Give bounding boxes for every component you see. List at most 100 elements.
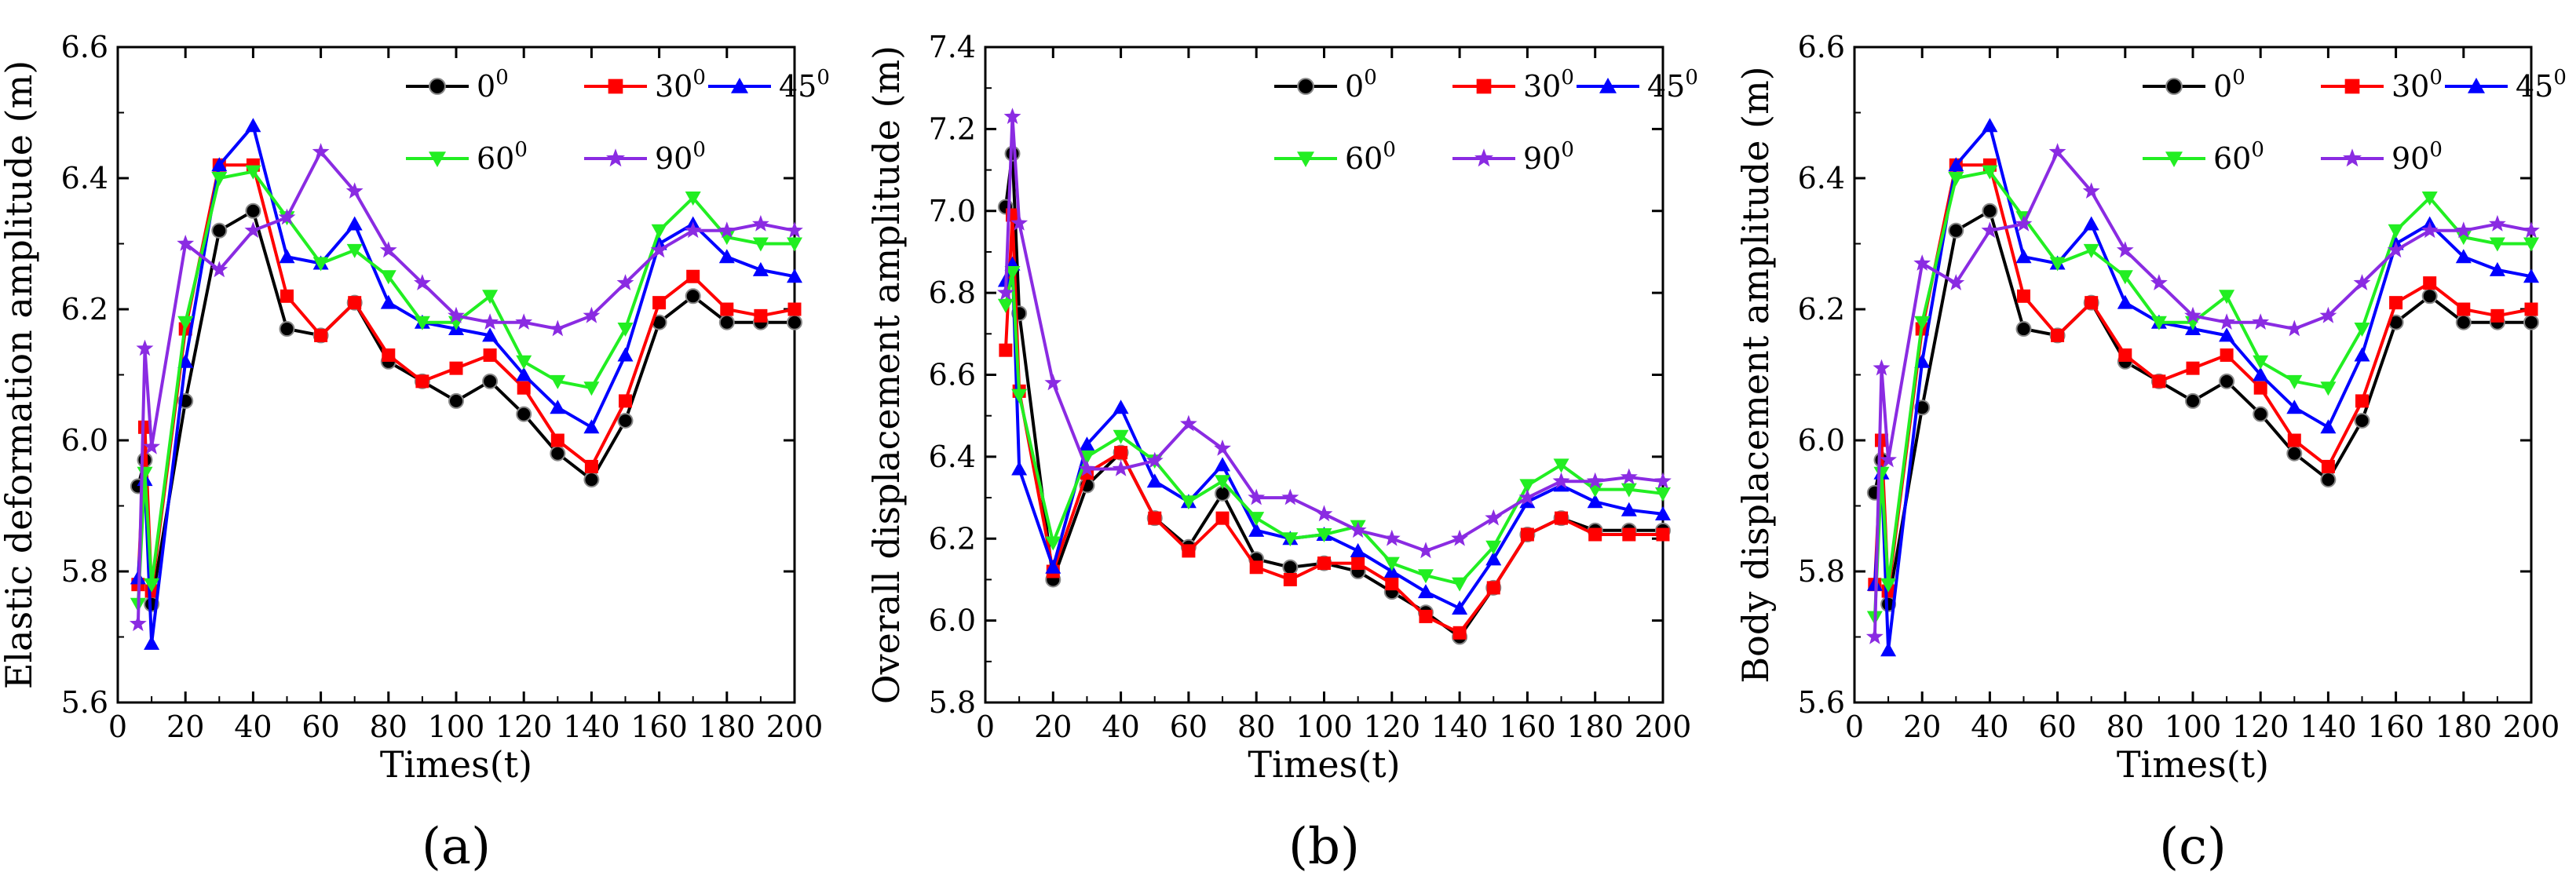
data-point	[686, 269, 700, 283]
x-tick-label: 200	[1635, 710, 1692, 744]
data-point	[2454, 221, 2472, 239]
data-point	[2489, 237, 2505, 252]
legend-swatch-marker	[2343, 148, 2362, 167]
legend-label: 450	[2516, 66, 2567, 104]
data-point	[2319, 306, 2337, 323]
data-point	[2218, 313, 2235, 330]
data-point	[1417, 542, 1434, 559]
legend-swatch-marker	[2344, 78, 2360, 94]
legend-item: 00	[1274, 66, 1377, 104]
series-45	[1866, 118, 2539, 657]
legend-label: 900	[655, 138, 706, 176]
data-point	[2049, 257, 2066, 272]
data-point	[1248, 522, 1265, 537]
legend-label: 900	[2391, 138, 2443, 176]
data-point	[380, 270, 396, 285]
series-line	[136, 124, 795, 645]
data-point	[2082, 182, 2100, 199]
y-tick-label: 6.2	[929, 521, 976, 556]
data-point	[997, 298, 1014, 313]
data-point	[1865, 628, 1884, 644]
data-point	[2355, 394, 2369, 408]
data-point	[999, 343, 1013, 357]
legend-swatch-marker	[2468, 78, 2485, 93]
legend-swatch-marker	[2165, 78, 2183, 95]
legend-swatch-marker	[1476, 78, 1492, 94]
y-tick-label: 7.0	[929, 194, 976, 228]
data-point	[2186, 361, 2200, 375]
legend: 00 300 450 600 900	[406, 66, 830, 176]
data-point	[278, 208, 296, 225]
y-tick-label: 5.8	[929, 685, 976, 720]
data-point	[449, 361, 463, 375]
data-point	[1553, 458, 1569, 473]
legend-swatch-marker	[429, 78, 446, 95]
x-tick-label: 80	[370, 710, 407, 744]
data-point	[2320, 472, 2337, 488]
data-point	[312, 257, 329, 272]
data-point	[211, 222, 228, 239]
x-tick-label: 160	[630, 710, 688, 744]
series-60	[997, 266, 1671, 592]
data-point	[1485, 540, 1502, 555]
data-point	[2287, 433, 2301, 447]
data-point	[684, 221, 702, 239]
data-point	[2083, 243, 2099, 258]
data-point	[1620, 468, 1638, 485]
data-point	[2219, 373, 2235, 389]
data-point	[2252, 313, 2270, 330]
data-point	[380, 294, 396, 309]
data-point	[1586, 472, 1604, 489]
data-point	[616, 274, 634, 290]
y-tick-label: 6.0	[929, 604, 976, 638]
data-point	[1114, 446, 1128, 460]
data-point	[2253, 355, 2269, 370]
data-point	[1655, 487, 1671, 502]
data-point	[718, 221, 736, 239]
data-point	[1315, 505, 1333, 522]
x-tick-label: 40	[234, 710, 272, 744]
data-point	[279, 321, 295, 338]
x-tick-label: 80	[2106, 710, 2144, 744]
data-point	[2455, 314, 2472, 330]
y-tick-label: 6.8	[929, 275, 976, 310]
legend-item: 450	[708, 66, 830, 104]
data-point	[1417, 584, 1434, 599]
y-tick-label: 6.0	[1798, 423, 1845, 458]
y-axis-label: Elastic deformation amplitude (m)	[0, 60, 40, 689]
data-point	[1555, 511, 1569, 525]
data-point	[1349, 521, 1367, 538]
data-point	[2286, 400, 2303, 414]
data-point	[651, 224, 667, 239]
series-line	[1003, 115, 1664, 553]
chart-panel-2: 0 20 40 60 80 100 120 140 160 180 200 5.8 6.0 6.2 6.4 6…	[865, 30, 1698, 876]
data-point	[2150, 316, 2167, 330]
data-point	[1982, 118, 1998, 133]
data-point	[1587, 494, 1603, 509]
data-point	[720, 302, 734, 316]
data-point	[1419, 609, 1433, 623]
data-point	[144, 578, 160, 593]
y-axis-label: Overall displacement amplitude (m)	[865, 46, 908, 704]
data-point	[379, 241, 397, 258]
x-tick-label: 200	[2503, 710, 2560, 744]
x-tick-label: 0	[108, 710, 127, 744]
data-point	[2523, 221, 2540, 239]
legend-label: 450	[779, 66, 830, 104]
data-point	[2354, 323, 2370, 338]
y-tick-label: 6.6	[929, 358, 976, 392]
series-line	[136, 170, 795, 604]
data-point	[483, 348, 497, 362]
x-tick-label: 160	[1499, 710, 1556, 744]
data-point	[754, 308, 768, 323]
data-point	[2457, 302, 2471, 316]
data-point	[1113, 400, 1129, 414]
data-point	[583, 306, 601, 323]
data-point	[2353, 274, 2371, 290]
data-point	[1486, 581, 1500, 595]
data-point	[2015, 249, 2032, 264]
data-point	[1249, 560, 1263, 575]
data-point	[1913, 254, 1931, 271]
data-point	[346, 216, 363, 231]
